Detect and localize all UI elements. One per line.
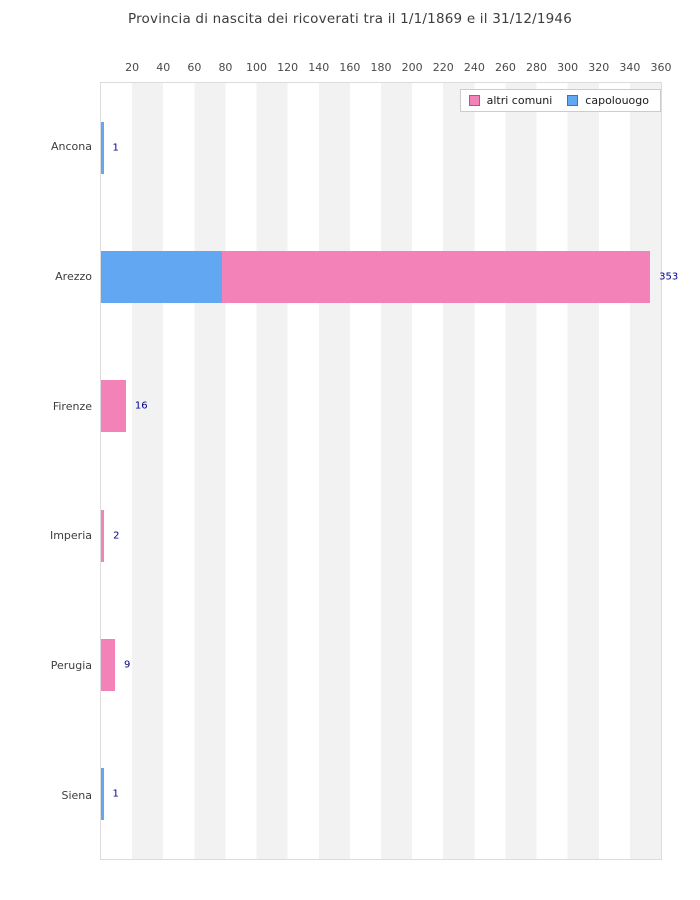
x-tick-label: 120: [277, 61, 299, 74]
legend-item: capolouogo: [567, 94, 649, 107]
chart-row: 2: [101, 471, 661, 600]
bar-segment-capolouogo: [101, 768, 104, 821]
legend-label: capolouogo: [585, 94, 649, 107]
bar-segment-altri-comuni: [101, 380, 126, 433]
bar-segment-capolouogo: [101, 250, 223, 303]
legend-swatch-icon: [567, 95, 579, 106]
chart-row: 1: [101, 83, 661, 212]
x-tick-label: 100: [246, 61, 268, 74]
stacked-bar: [101, 768, 104, 821]
chart-row: 9: [101, 600, 661, 729]
category-label: Ancona: [51, 140, 92, 154]
x-tick-label: 340: [619, 61, 641, 74]
bar-segment-capolouogo: [101, 121, 104, 174]
category-label: Imperia: [49, 529, 92, 543]
category-label: Firenze: [52, 399, 92, 413]
value-label: 1: [112, 788, 119, 800]
chart-row: 1: [101, 730, 661, 859]
x-tick-label: 200: [401, 61, 423, 74]
legend: altri comuni capolouogo: [459, 89, 661, 112]
x-tick-label: 60: [187, 61, 202, 74]
chart-title: Provincia di nascita dei ricoverati tra …: [127, 11, 573, 27]
value-label: 2: [113, 530, 120, 542]
x-tick-label: 140: [308, 61, 330, 74]
bar-segment-altri-comuni: [101, 638, 115, 691]
x-tick-label: 280: [526, 61, 548, 74]
stacked-bar: [101, 121, 104, 174]
stacked-bar: [101, 509, 105, 562]
y-axis-category-labels: Ancona Arezzo Firenze Imperia Perugia Siena: [0, 82, 92, 860]
x-tick-label: 40: [156, 61, 171, 74]
stacked-bar: [101, 250, 651, 303]
bar-segment-altri-comuni: [101, 509, 105, 562]
value-label: 16: [134, 400, 148, 412]
stacked-bar: [101, 380, 126, 433]
x-tick-label: 160: [339, 61, 361, 74]
legend-swatch-icon: [468, 95, 480, 106]
bar-rows: 1 353 16 2 9 1: [101, 83, 678, 859]
category-label: Perugia: [50, 659, 92, 673]
x-tick-label: 180: [370, 61, 392, 74]
value-label: 1: [112, 142, 119, 154]
category-label: Siena: [61, 788, 92, 802]
x-tick-label: 300: [557, 61, 579, 74]
chart-row: 353: [101, 212, 678, 341]
x-tick-label: 80: [218, 61, 233, 74]
x-tick-label: 220: [432, 61, 454, 74]
chart-row: 16: [101, 342, 661, 471]
value-label: 9: [124, 659, 131, 671]
x-axis: 20 40 60 80 100 120 140 160 180 200 220 240 260 280 30…: [101, 61, 671, 77]
x-tick-label: 240: [463, 61, 485, 74]
value-label: 353: [659, 271, 679, 283]
x-tick-label: 260: [494, 61, 516, 74]
x-tick-label: 360: [650, 61, 672, 74]
stacked-bar: [101, 638, 115, 691]
bar-segment-altri-comuni: [222, 250, 651, 303]
legend-item: altri comuni: [468, 94, 553, 107]
legend-label: altri comuni: [486, 94, 553, 107]
x-tick-label: 20: [125, 61, 140, 74]
x-tick-label: 320: [588, 61, 610, 74]
category-label: Arezzo: [55, 270, 92, 283]
plot-area: 1 353 16 2 9 1 altri comuni capolouogo: [100, 82, 678, 860]
